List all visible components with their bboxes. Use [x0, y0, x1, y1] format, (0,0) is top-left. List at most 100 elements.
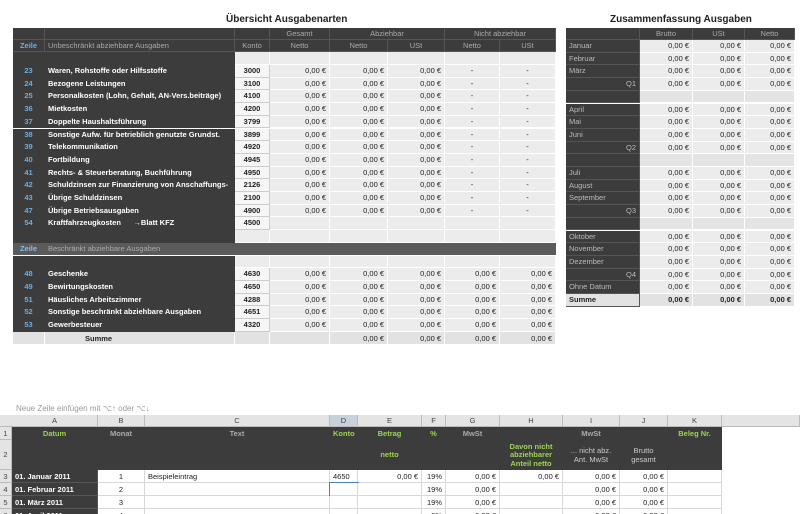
blank-cell	[445, 255, 500, 269]
cell: 0,00 €	[563, 496, 620, 509]
cell	[745, 90, 795, 104]
blank-cell	[235, 255, 270, 269]
cell: 3899	[235, 128, 270, 142]
cell: 2	[98, 483, 145, 496]
column-letter: C	[145, 415, 330, 427]
column-letter: I	[563, 415, 620, 427]
cell: 01. Januar 2011	[12, 470, 98, 483]
header-cell: Text	[145, 427, 330, 440]
cell: 0,00 €	[640, 230, 693, 244]
header-cell: netto	[358, 440, 422, 470]
cell	[640, 90, 693, 104]
cell	[693, 217, 745, 231]
cell: -	[500, 103, 556, 116]
cell: -	[500, 166, 556, 180]
cell: 0,00 €	[745, 281, 795, 294]
cell: 0,00 €	[693, 141, 745, 155]
cell: 0,00 €	[330, 77, 388, 91]
row-label: Q1	[566, 78, 640, 91]
column-letter: K	[668, 415, 722, 427]
cell: 0,00 €	[388, 141, 445, 154]
column-header: Netto	[445, 40, 500, 52]
cell: 0,00 €	[745, 230, 795, 244]
header-cell: MwSt	[446, 427, 500, 440]
blank-cell	[235, 52, 270, 65]
blank-cell	[270, 230, 330, 243]
cell: 0,00 €	[388, 268, 445, 281]
section-header-cell	[445, 242, 500, 256]
cell: 0,00 €	[445, 280, 500, 294]
cell: -	[445, 103, 500, 116]
cell: -	[500, 128, 556, 142]
blank-cell	[500, 255, 556, 269]
cell: 4	[98, 509, 145, 514]
section-header-cell	[330, 242, 388, 256]
cell: 3000	[235, 65, 270, 78]
cell: 0,00 €	[620, 483, 668, 496]
cell: 0,00 €	[330, 192, 388, 205]
cell: 0,00 €	[640, 78, 693, 91]
cell: 2126	[235, 179, 270, 192]
header-cell: Monat	[98, 427, 145, 440]
cell: 0,00 €	[388, 179, 445, 192]
cell	[330, 496, 358, 509]
row-label: Summe	[566, 294, 640, 307]
cell: 0,00 €	[388, 115, 445, 129]
blank-cell	[330, 52, 388, 65]
cell: 0,00 €	[640, 141, 693, 155]
cell: 42	[13, 179, 45, 192]
cell: 0,00 €	[745, 40, 795, 53]
cell: 0,00 €	[330, 268, 388, 281]
cell: 0,00 €	[745, 103, 795, 117]
cell: 4500	[235, 217, 270, 231]
cell: 0,00 €	[745, 179, 795, 193]
row-label	[566, 154, 640, 167]
header-cell	[98, 440, 145, 470]
cell: 19%	[422, 483, 446, 496]
cell: 0,00 €	[330, 141, 388, 154]
column-letter: F	[422, 415, 446, 427]
cell: 3100	[235, 77, 270, 91]
cell: 0,00 €	[640, 268, 693, 282]
cell: 0,00 €	[446, 483, 500, 496]
cell	[668, 496, 722, 509]
cell	[358, 483, 422, 496]
cell: 4650	[330, 470, 358, 483]
cell: 0,00 €	[330, 128, 388, 142]
cell: 0,00 €	[693, 243, 745, 256]
cell: 0,00 €	[693, 294, 745, 307]
blank-cell	[388, 52, 445, 65]
cell: 0,00 €	[388, 103, 445, 116]
cell: 0,00 €	[693, 230, 745, 244]
cell: 0,00 €	[388, 319, 445, 332]
column-letter: B	[98, 415, 145, 427]
cell: -	[445, 128, 500, 142]
blank-cell	[45, 52, 235, 65]
header-cell: %	[422, 427, 446, 440]
cell	[500, 217, 556, 231]
cell: 0,00 €	[745, 243, 795, 256]
total-cell: 0,00 €	[445, 331, 500, 346]
cell: 0,00 €	[446, 496, 500, 509]
header-cell	[422, 440, 446, 470]
cell: 0,00 €	[330, 103, 388, 116]
cell: 0,00 €	[388, 77, 445, 91]
cell	[388, 217, 445, 231]
cell: 0,00 €	[745, 192, 795, 206]
cell: 2100	[235, 192, 270, 205]
column-header: Netto	[270, 40, 330, 52]
cell: 01. April 2011	[12, 509, 98, 514]
cell	[270, 217, 330, 231]
cell: 0,00 €	[500, 319, 556, 332]
row-number: 3	[0, 470, 12, 483]
cell	[145, 483, 330, 496]
cell: 01. März 2011	[12, 496, 98, 509]
blank-cell	[445, 52, 500, 65]
cell: 0,00 €	[640, 192, 693, 206]
blank-cell	[235, 230, 270, 243]
cell: 19%	[422, 470, 446, 483]
cell: 0,00 €	[640, 40, 693, 53]
cell: 0,00 €	[640, 281, 693, 294]
cell: 0,00 €	[640, 52, 693, 66]
header-cell	[12, 440, 98, 470]
